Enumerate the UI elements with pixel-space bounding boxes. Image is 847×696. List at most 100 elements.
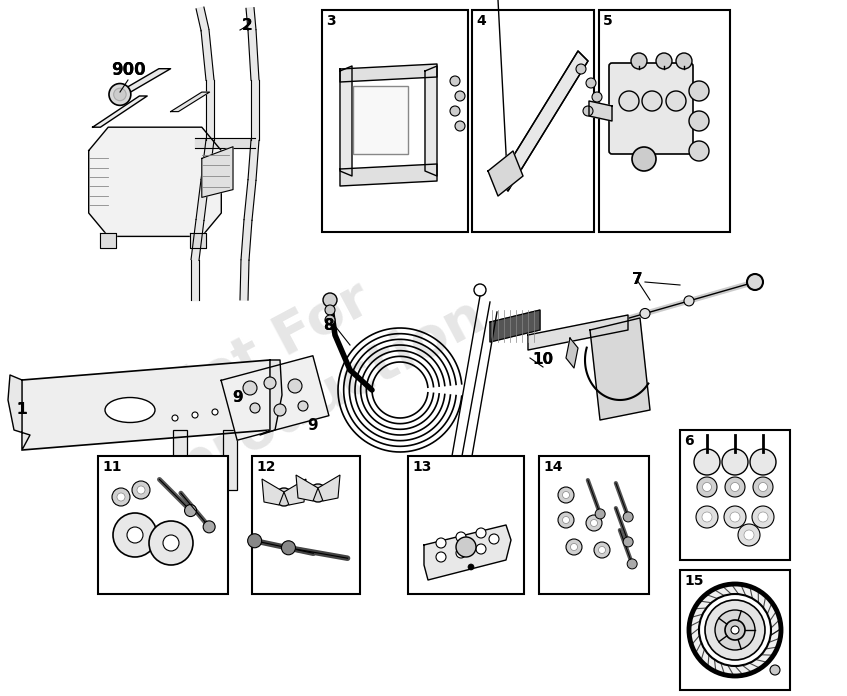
Bar — [408, 456, 524, 594]
Circle shape — [595, 509, 605, 519]
Bar — [353, 86, 408, 154]
Circle shape — [450, 76, 460, 86]
Circle shape — [163, 535, 179, 551]
Circle shape — [476, 544, 486, 554]
Circle shape — [705, 600, 765, 660]
Circle shape — [137, 486, 145, 494]
Circle shape — [450, 106, 460, 116]
Text: Not For
Reproduction: Not For Reproduction — [66, 228, 494, 532]
Circle shape — [558, 512, 574, 528]
Polygon shape — [498, 51, 588, 191]
Circle shape — [656, 53, 672, 69]
Circle shape — [750, 449, 776, 475]
Circle shape — [697, 477, 717, 497]
Circle shape — [619, 91, 639, 111]
Circle shape — [185, 505, 197, 516]
Circle shape — [725, 477, 745, 497]
Text: 5: 5 — [603, 14, 612, 28]
Text: 3: 3 — [326, 14, 335, 28]
Circle shape — [489, 534, 499, 544]
Circle shape — [623, 537, 634, 547]
Circle shape — [325, 305, 335, 315]
Circle shape — [666, 91, 686, 111]
Text: 2: 2 — [241, 19, 252, 33]
Polygon shape — [490, 310, 540, 342]
Bar — [472, 10, 594, 232]
Polygon shape — [22, 360, 270, 450]
Circle shape — [474, 284, 486, 296]
Polygon shape — [240, 260, 249, 300]
Polygon shape — [201, 30, 214, 81]
Circle shape — [264, 377, 276, 389]
Polygon shape — [8, 375, 30, 450]
Polygon shape — [170, 92, 209, 111]
Polygon shape — [260, 360, 282, 435]
Bar — [680, 430, 790, 560]
Bar — [599, 10, 730, 232]
Circle shape — [758, 512, 768, 522]
Polygon shape — [92, 96, 147, 127]
Circle shape — [243, 381, 257, 395]
Bar — [173, 430, 187, 490]
Polygon shape — [296, 475, 318, 501]
Circle shape — [744, 530, 754, 540]
Text: 1: 1 — [17, 402, 27, 418]
Circle shape — [109, 84, 130, 105]
Circle shape — [684, 296, 694, 306]
Polygon shape — [488, 151, 523, 196]
Text: 4: 4 — [476, 14, 485, 28]
Circle shape — [562, 516, 569, 523]
Circle shape — [309, 484, 327, 502]
Circle shape — [571, 544, 578, 551]
Circle shape — [694, 449, 720, 475]
Circle shape — [770, 665, 780, 675]
Polygon shape — [244, 180, 256, 221]
Circle shape — [274, 404, 286, 416]
Circle shape — [696, 506, 718, 528]
Circle shape — [702, 512, 712, 522]
Polygon shape — [284, 479, 306, 505]
Polygon shape — [589, 101, 612, 121]
Circle shape — [731, 626, 739, 634]
Circle shape — [172, 415, 178, 421]
Circle shape — [738, 524, 760, 546]
Circle shape — [558, 487, 574, 503]
Polygon shape — [112, 69, 170, 96]
Polygon shape — [191, 260, 199, 300]
Circle shape — [752, 506, 774, 528]
Text: 1: 1 — [17, 402, 27, 418]
Polygon shape — [195, 138, 255, 148]
Circle shape — [623, 512, 634, 522]
Text: 14: 14 — [543, 460, 562, 474]
Text: 7: 7 — [632, 273, 642, 287]
FancyBboxPatch shape — [609, 63, 693, 154]
Polygon shape — [190, 232, 206, 248]
Circle shape — [456, 532, 466, 542]
Text: 12: 12 — [256, 460, 275, 474]
Circle shape — [117, 493, 125, 501]
Circle shape — [725, 620, 745, 640]
Circle shape — [722, 449, 748, 475]
Polygon shape — [340, 64, 437, 82]
Text: 1: 1 — [17, 402, 27, 418]
Polygon shape — [251, 80, 259, 140]
Polygon shape — [101, 232, 116, 248]
Circle shape — [730, 482, 739, 491]
Polygon shape — [262, 479, 284, 505]
Circle shape — [576, 64, 586, 74]
Polygon shape — [566, 338, 578, 368]
Circle shape — [599, 546, 606, 553]
Circle shape — [247, 534, 262, 548]
Circle shape — [753, 477, 773, 497]
Circle shape — [699, 594, 771, 666]
Polygon shape — [340, 164, 437, 186]
Polygon shape — [248, 30, 259, 80]
Circle shape — [562, 491, 569, 498]
Circle shape — [281, 541, 296, 555]
Text: 8: 8 — [323, 319, 334, 333]
Circle shape — [594, 542, 610, 558]
Circle shape — [113, 88, 126, 101]
Circle shape — [590, 519, 597, 526]
Circle shape — [596, 321, 606, 331]
Polygon shape — [202, 147, 233, 198]
